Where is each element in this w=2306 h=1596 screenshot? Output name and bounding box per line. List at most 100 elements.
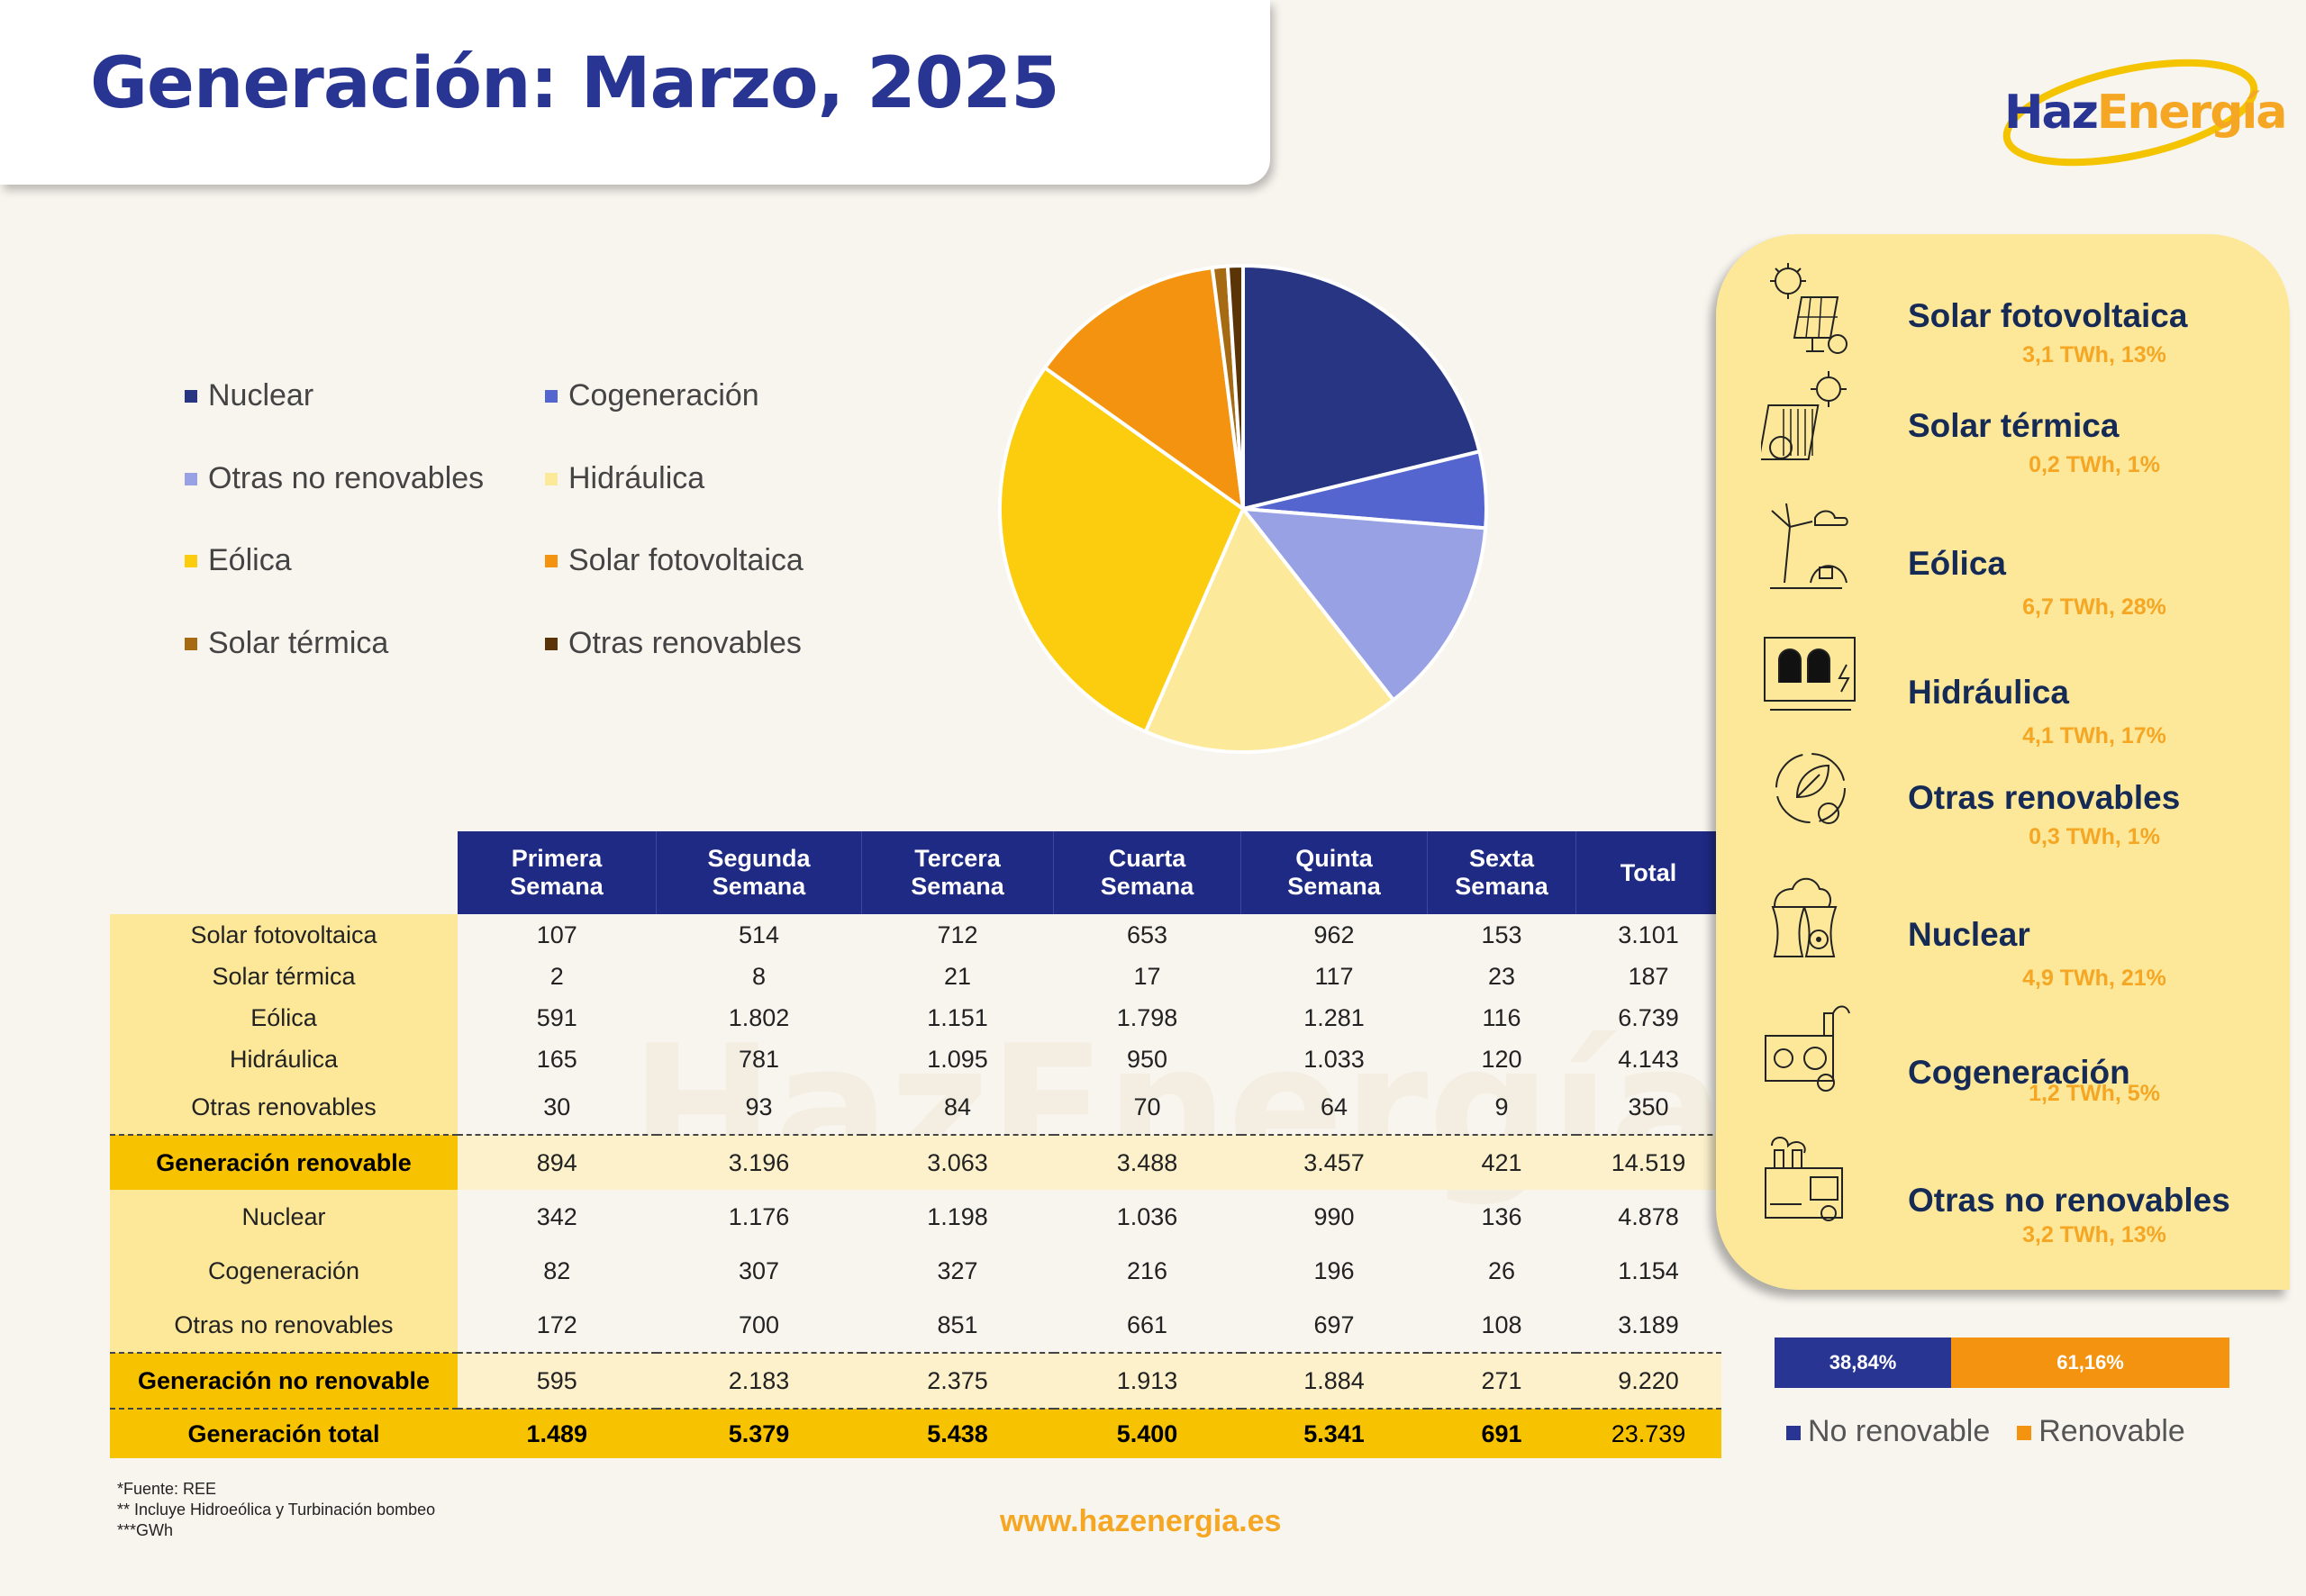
table-cell: 93: [745, 1093, 773, 1120]
legend-item: Otras no renovables: [185, 461, 484, 496]
table-cell: 8: [751, 962, 767, 990]
split-legend: No renovable Renovable: [1786, 1414, 2185, 1449]
table-cell: 9.220: [1575, 1352, 1721, 1409]
table-cell: 1.798: [1116, 1003, 1178, 1031]
source-name: Cogeneración: [1908, 1054, 2130, 1091]
table-cell: 108: [1481, 1310, 1522, 1338]
pie-slice-otras-renovables: [1225, 263, 1245, 510]
table-cell: 153: [1481, 920, 1522, 948]
table-cell: 1.802: [728, 1003, 790, 1031]
page-title: Generación: Marzo, 2025: [90, 43, 1059, 124]
nuclear-plant-icon: [1771, 877, 1838, 957]
legend-item: Solar térmica: [185, 626, 388, 661]
table-cell: 216: [1126, 1256, 1168, 1284]
table-cell: 14.519: [1575, 1134, 1721, 1190]
legend-item: Hidráulica: [545, 461, 704, 496]
legend-swatch: [185, 389, 197, 403]
solar-thermal-icon: [1761, 371, 1847, 460]
table-cell: 1.154: [1618, 1256, 1679, 1284]
no-renovable-segment: 38,84%: [1775, 1338, 1952, 1388]
table-cell: 653: [1126, 920, 1168, 948]
logo-ring-icon: [2002, 59, 2258, 167]
legend-label: Hidráulica: [568, 461, 705, 495]
legend-swatch: [185, 554, 197, 567]
recycle-leaf-icon: [1775, 753, 1846, 824]
table-cell: 851: [937, 1310, 978, 1338]
table-row: Solar térmica 2 8 21 17 117 23 187: [110, 956, 1721, 997]
table-cell: 117: [1314, 962, 1354, 990]
table-row: Generación renovable 894 3.196 3.063 3.488 3.…: [110, 1134, 1721, 1190]
row-label: Hidráulica: [110, 1038, 458, 1080]
col-header: Cuarta Semana: [1053, 831, 1241, 914]
table-cell: 1.095: [927, 1045, 988, 1073]
table-cell: 691: [1427, 1408, 1576, 1458]
dam-icon: [1764, 637, 1856, 711]
table-cell: 1.033: [1303, 1045, 1365, 1073]
wind-turbine-icon: [1770, 503, 1848, 589]
table-row: Eólica 591 1.802 1.151 1.798 1.281 116 6.739: [110, 997, 1721, 1038]
legend-item: Eólica: [185, 543, 292, 578]
pie-slice-solar-fotovoltaica: [1042, 265, 1246, 513]
pie-slice-hidráulica: [1143, 505, 1396, 754]
table-cell: 894: [458, 1134, 657, 1190]
table-cell: 30: [543, 1093, 571, 1120]
logo-haz-text: Haz: [2004, 86, 2099, 140]
table-cell: 64: [1320, 1093, 1348, 1120]
weekly-generation-table: Primera Semana Segunda Semana Tercera Seman…: [110, 831, 1721, 1458]
table-cell: 136: [1481, 1202, 1522, 1230]
logo-energia-text: Energía: [2096, 86, 2288, 140]
table-cell: 23: [1487, 962, 1516, 990]
source-value: 1,2 TWh, 5%: [2029, 1081, 2160, 1106]
legend-swatch: [545, 472, 558, 485]
table-row: Solar fotovoltaica 107 514 712 653 962 153 3.10…: [110, 914, 1721, 956]
footnotes: *Fuente: REE ** Incluye Hidroeólica y Tu…: [117, 1479, 435, 1541]
table-cell: 107: [536, 920, 577, 948]
table-cell: 5.341: [1240, 1408, 1428, 1458]
row-label: Otras no renovables: [110, 1298, 458, 1353]
table-row: Nuclear 342 1.176 1.198 1.036 990 136 4.878: [110, 1190, 1721, 1244]
brand-logo: HazEnergía: [1995, 50, 2287, 176]
source-name: Otras renovables: [1908, 779, 2181, 816]
legend-item-renovable: Renovable: [2017, 1414, 2185, 1449]
source-value: 3,1 TWh, 13%: [2022, 342, 2166, 367]
col-header: Quinta Semana: [1240, 831, 1428, 914]
renovable-segment: 61,16%: [1951, 1338, 2229, 1388]
generation-pie-chart: [998, 263, 1488, 754]
table-cell: 307: [738, 1256, 780, 1284]
pie-slice-eólica: [998, 365, 1246, 734]
table-row: Otras no renovables 172 700 851 661 697 108 3.1…: [110, 1298, 1721, 1353]
table-row: Otras renovables 30 93 84 70 64 9 350: [110, 1080, 1721, 1135]
table-cell: 591: [536, 1003, 577, 1031]
col-header: Sexta Semana: [1427, 831, 1576, 914]
solar-panel-icon: [1770, 263, 1848, 354]
table-cell: 4.143: [1618, 1045, 1679, 1073]
website-link[interactable]: www.hazenergia.es: [1000, 1504, 1282, 1538]
row-label: Nuclear: [110, 1190, 458, 1244]
source-value: 4,1 TWh, 17%: [2022, 723, 2166, 748]
legend-label: Otras no renovables: [208, 461, 485, 495]
table-cell: 165: [536, 1045, 577, 1073]
table-cell: 6.739: [1618, 1003, 1679, 1031]
table-cell: 3.189: [1618, 1310, 1679, 1338]
table-cell: 3.101: [1618, 920, 1679, 948]
col-header: Tercera Semana: [861, 831, 1054, 914]
cogeneration-icon: [1765, 1005, 1850, 1092]
legend-label: Cogeneración: [568, 378, 759, 413]
table-cell: 116: [1482, 1003, 1521, 1031]
table-cell: 271: [1427, 1352, 1576, 1409]
footnote: ** Incluye Hidroeólica y Turbinación bom…: [117, 1501, 436, 1519]
legend-item: Solar fotovoltaica: [545, 543, 803, 578]
table-cell: 1.281: [1303, 1003, 1365, 1031]
factory-icon: [1765, 1137, 1843, 1221]
row-label: Eólica: [110, 997, 458, 1038]
table-row: Hidráulica 165 781 1.095 950 1.033 120 4.143: [110, 1038, 1721, 1080]
pie-slice-otras-no-renovables: [1239, 506, 1488, 703]
table-cell: 17: [1133, 962, 1161, 990]
source-name: Eólica: [1908, 545, 2006, 582]
table-cell: 697: [1313, 1310, 1355, 1338]
table-cell: 3.063: [861, 1134, 1054, 1190]
col-header: Segunda Semana: [656, 831, 862, 914]
legend-item: Nuclear: [185, 378, 313, 413]
legend-item: Otras renovables: [545, 626, 802, 661]
table-cell: 3.196: [656, 1134, 862, 1190]
